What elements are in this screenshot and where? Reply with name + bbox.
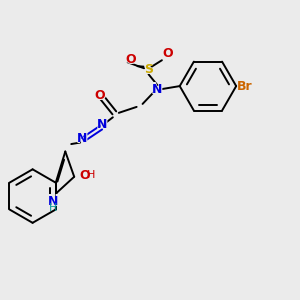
Text: H: H — [87, 170, 95, 180]
Text: N: N — [151, 82, 164, 97]
Text: Br: Br — [236, 79, 255, 94]
Text: N: N — [47, 194, 60, 209]
Text: N: N — [97, 118, 108, 131]
Text: N: N — [75, 130, 88, 146]
Text: S: S — [144, 63, 153, 76]
Text: N: N — [48, 195, 59, 208]
Text: O: O — [78, 168, 91, 183]
Text: O: O — [161, 46, 174, 61]
Text: O: O — [124, 52, 137, 67]
Text: O: O — [125, 53, 136, 66]
Text: N: N — [152, 82, 163, 96]
Text: N: N — [76, 132, 87, 145]
Text: S: S — [143, 62, 154, 77]
Text: O: O — [79, 169, 90, 182]
Text: O: O — [93, 88, 106, 103]
Text: O: O — [94, 88, 105, 101]
Text: Br: Br — [237, 80, 253, 93]
Text: N: N — [96, 117, 109, 132]
Text: H: H — [49, 203, 58, 213]
Text: O: O — [163, 47, 173, 60]
